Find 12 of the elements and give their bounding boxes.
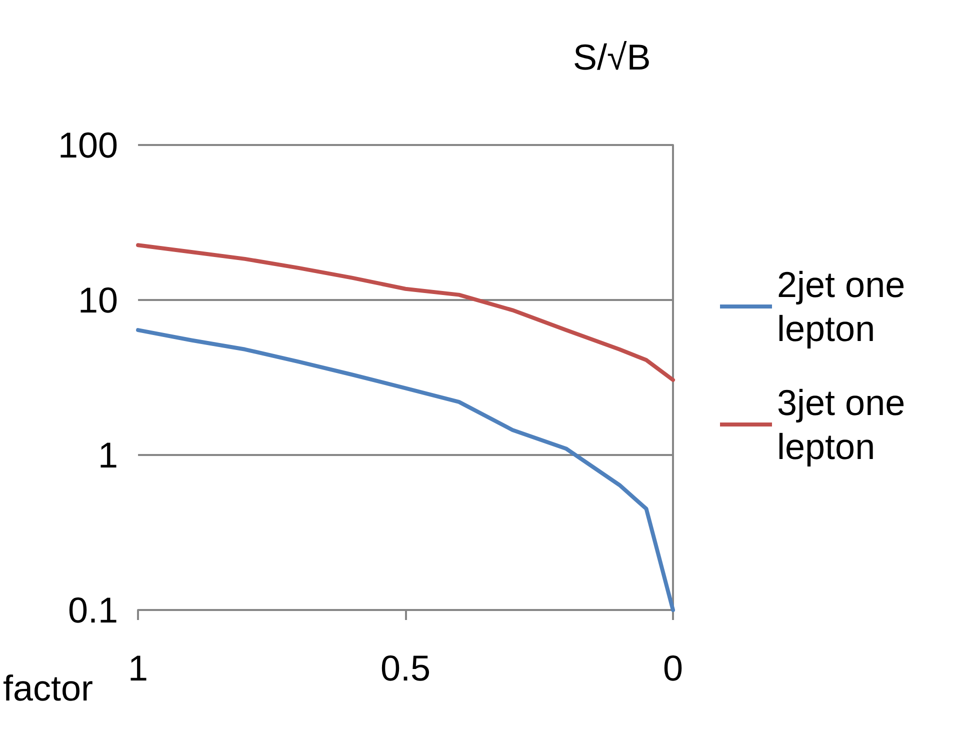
legend-label: 3jet one lepton xyxy=(777,382,916,467)
y-tick-label: 10 xyxy=(78,280,118,320)
y-tick-label: 0.1 xyxy=(68,590,118,630)
legend-label: 2jet one lepton xyxy=(777,264,916,349)
x-tick-label: 0 xyxy=(662,648,684,688)
y-tick-label: 1 xyxy=(98,434,118,476)
x-axis-title: factor xyxy=(2,668,94,708)
line-series xyxy=(136,243,675,382)
y-tick-label: 100 xyxy=(58,124,118,166)
x-tick-label: 1 xyxy=(128,648,148,688)
x-tick-label: 0.5 xyxy=(380,648,431,688)
y-axis-title: S/√B xyxy=(573,36,651,78)
